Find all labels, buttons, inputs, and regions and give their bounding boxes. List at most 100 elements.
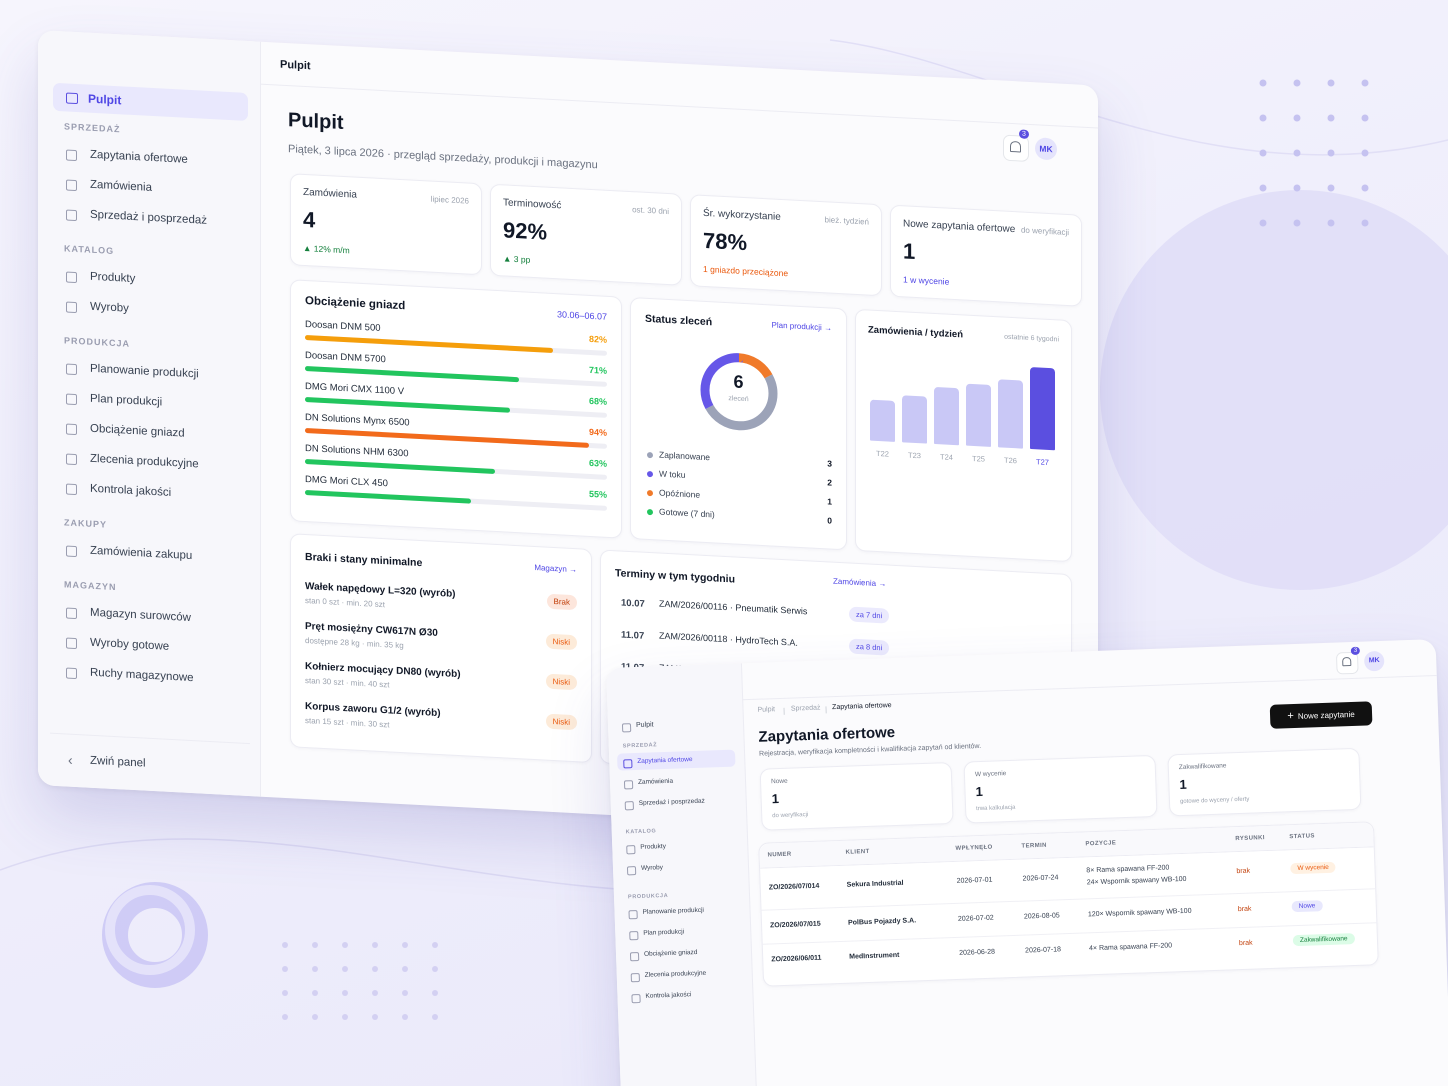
x-tick-label: T24 bbox=[940, 452, 953, 462]
status-badge: Brak bbox=[546, 593, 577, 611]
nav-icon bbox=[628, 910, 638, 920]
nav-icon bbox=[66, 423, 77, 436]
dot bbox=[342, 966, 348, 972]
bar bbox=[998, 379, 1023, 449]
load-bar bbox=[305, 334, 553, 353]
load-card: Obciążenie gniazd 30.06–06.07 Doosan DNM 5… bbox=[290, 279, 622, 539]
station-load-label: 63% bbox=[588, 457, 607, 469]
bar bbox=[870, 399, 895, 442]
dot bbox=[372, 942, 378, 948]
kpi-note: trwa kalkulacja bbox=[976, 804, 1016, 813]
card-link[interactable]: Magazyn → bbox=[534, 563, 577, 575]
cell-drawings: brak bbox=[1238, 939, 1253, 948]
kpi-value: 1 bbox=[1179, 776, 1187, 793]
bg-blob bbox=[1100, 190, 1448, 590]
breadcrumb-item[interactable]: Sprzedaż bbox=[790, 704, 821, 713]
kpi-note: ▲ 3 pp bbox=[503, 253, 531, 265]
page-title: Zapytania ofertowe bbox=[758, 723, 896, 746]
card-title: Terminy w tym tygodniu bbox=[615, 567, 735, 586]
dot bbox=[342, 942, 348, 948]
nav-icon bbox=[66, 149, 77, 162]
bell-icon bbox=[1010, 140, 1021, 153]
nav-item[interactable]: Pulpit bbox=[88, 91, 122, 108]
kpi-note: 1 w wycenie bbox=[903, 274, 950, 287]
weekly-card: Zamówienia / tydzień ostatnie 6 tygodni T2… bbox=[855, 308, 1072, 563]
dot bbox=[1259, 149, 1267, 157]
topbar-divider bbox=[742, 675, 1437, 701]
nav-item[interactable]: Produkty bbox=[90, 270, 136, 286]
cell-drawings: brak bbox=[1236, 867, 1251, 876]
dot bbox=[372, 990, 378, 996]
kpi-value: 78% bbox=[703, 227, 748, 256]
dot bbox=[1259, 184, 1267, 192]
kpi-card: Zamówienia lipiec 2026 4 ▲ 12% m/m bbox=[290, 173, 482, 276]
new-inquiry-button[interactable]: + Nowe zapytanie bbox=[1269, 701, 1373, 729]
dot bbox=[372, 1014, 378, 1020]
column-header: POZYCJE bbox=[1085, 840, 1117, 848]
avatar: MK bbox=[1363, 650, 1385, 672]
nav-item[interactable]: Plan produkcji bbox=[643, 928, 685, 937]
dot bbox=[402, 1014, 408, 1020]
legend-dot bbox=[647, 508, 653, 516]
x-tick-label: T23 bbox=[908, 450, 921, 461]
cell-item: 8× Rama spawana FF-200 bbox=[1086, 864, 1170, 875]
legend-label: W toku bbox=[659, 468, 686, 480]
nav-item[interactable]: Pulpit bbox=[635, 721, 654, 729]
cell-client: PolBus Pojazdy S.A. bbox=[847, 917, 917, 927]
dot bbox=[1361, 219, 1369, 227]
kpi-label: Śr. wykorzystanie bbox=[703, 207, 781, 223]
cell-due: 2026-07-18 bbox=[1025, 946, 1062, 955]
breadcrumb-item[interactable]: Pulpit bbox=[757, 706, 776, 714]
card-link[interactable]: Zamówienia → bbox=[833, 576, 887, 589]
legend-dot bbox=[647, 470, 653, 478]
nav-item[interactable]: Wyroby bbox=[90, 300, 129, 315]
legend-dot bbox=[647, 451, 653, 459]
kpi-card: Terminowość ost. 30 dni 92% ▲ 3 pp bbox=[490, 183, 682, 286]
dot bbox=[1293, 79, 1301, 87]
dot bbox=[1327, 184, 1335, 192]
kpi-note: do weryfikacji bbox=[772, 812, 809, 820]
nav-icon bbox=[626, 845, 636, 855]
status-badge: Zakwalifikowane bbox=[1292, 933, 1355, 947]
kpi-meta: bież. tydzień bbox=[824, 215, 869, 227]
nav-item[interactable]: Produkty bbox=[640, 843, 667, 851]
cell-received: 2026-07-01 bbox=[956, 876, 993, 885]
cell-number[interactable]: ZO/2026/07/015 bbox=[769, 920, 821, 930]
dot bbox=[1293, 149, 1301, 157]
nav-icon bbox=[66, 271, 77, 284]
cell-number[interactable]: ZO/2026/07/014 bbox=[768, 882, 820, 892]
status-card: Status zleceń Plan produkcji → 6 zleceń Zapl… bbox=[630, 297, 847, 551]
cell-number[interactable]: ZO/2026/06/011 bbox=[771, 954, 822, 964]
load-bar bbox=[305, 396, 511, 413]
kpi-meta: ost. 30 dni bbox=[632, 205, 669, 217]
item-detail: dostępne 28 kg · min. 35 kg bbox=[305, 635, 404, 651]
breadcrumb-item: Zapytania ofertowe bbox=[831, 702, 892, 712]
kpi-value: 1 bbox=[771, 791, 780, 807]
nav-icon bbox=[66, 607, 77, 620]
legend-count: 1 bbox=[827, 496, 832, 507]
kpi-card: Nowe zapytania ofertowe do weryfikacji 1 1 … bbox=[890, 204, 1082, 307]
nav-icon bbox=[66, 179, 77, 192]
deadline-order: ZAM/2026/00116 · Pneumatik Serwis bbox=[659, 598, 808, 617]
topbar-title: Pulpit bbox=[280, 58, 311, 73]
breadcrumb-sep bbox=[825, 706, 827, 714]
bar bbox=[902, 395, 927, 444]
cell-item: 120× Wspornik spawany WB-100 bbox=[1087, 907, 1192, 919]
cell-item: 24× Wspornik spawany WB-100 bbox=[1086, 875, 1187, 887]
due-badge: za 7 dni bbox=[849, 606, 890, 624]
deadline-order: ZAM/2026/00118 · HydroTech S.A. bbox=[659, 630, 798, 648]
nav-item[interactable]: Wyroby bbox=[640, 864, 664, 872]
bell-icon bbox=[1342, 656, 1352, 667]
kpi-meta: do weryfikacji bbox=[1020, 225, 1069, 238]
item-detail: stan 30 szt · min. 40 szt bbox=[305, 675, 390, 690]
card-link[interactable]: Plan produkcji → bbox=[771, 320, 832, 333]
item-detail: stan 15 szt · min. 30 szt bbox=[305, 715, 390, 730]
notification-count: 3 bbox=[1019, 129, 1029, 139]
kpi-card: Śr. wykorzystanie bież. tydzień 78% 1 gniaz… bbox=[690, 194, 882, 297]
dot bbox=[282, 942, 288, 948]
kpi-label: Nowe zapytania ofertowe bbox=[903, 218, 1016, 236]
legend-dot bbox=[647, 489, 653, 497]
dot bbox=[372, 966, 378, 972]
nav-item[interactable]: Zamówienia bbox=[637, 777, 674, 786]
